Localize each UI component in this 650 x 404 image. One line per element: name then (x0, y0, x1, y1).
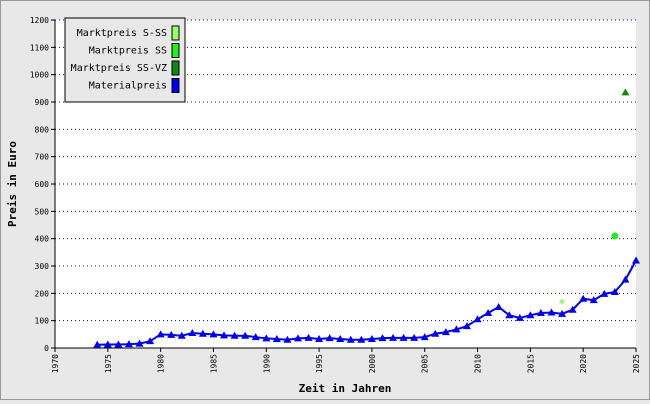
point (167, 330, 176, 338)
point (632, 256, 640, 264)
point (484, 309, 493, 317)
x-tick-label: 2015 (526, 354, 535, 373)
point (621, 275, 630, 283)
point (473, 315, 482, 323)
legend-swatch (171, 60, 180, 76)
x-tick-label: 2025 (632, 354, 641, 373)
point (272, 334, 281, 342)
point (103, 340, 112, 348)
point (568, 305, 577, 313)
series-line (97, 260, 637, 346)
point (220, 331, 229, 339)
y-tick-label: 1000 (30, 71, 49, 80)
legend-box (64, 17, 186, 103)
point (315, 334, 324, 342)
point (515, 313, 524, 321)
point (389, 333, 398, 341)
point (251, 333, 260, 341)
x-tick-label: 1990 (262, 354, 271, 373)
y-tick-label: 0 (44, 344, 49, 353)
point (505, 311, 514, 319)
x-tick-label: 1975 (104, 354, 113, 373)
point (410, 333, 419, 341)
point (462, 322, 471, 330)
point (188, 328, 197, 336)
point (431, 329, 440, 337)
legend-swatch (171, 43, 180, 58)
point (146, 337, 155, 345)
y-tick-label: 600 (35, 180, 50, 189)
y-tick-label: 100 (35, 317, 50, 326)
point (114, 340, 123, 348)
point (610, 287, 619, 295)
point (611, 232, 619, 240)
x-axis-title: Zeit in Jahren (299, 382, 392, 395)
point (177, 331, 186, 339)
point (304, 333, 313, 341)
point (589, 296, 598, 304)
point (262, 334, 271, 342)
y-tick-label: 1100 (30, 43, 49, 52)
point (156, 330, 165, 338)
point (93, 340, 102, 348)
legend-label: Marktpreis SS (89, 46, 167, 57)
point (420, 333, 429, 341)
y-tick-label: 700 (35, 153, 50, 162)
point (536, 309, 545, 317)
point (378, 334, 387, 342)
point (230, 331, 239, 339)
point (357, 335, 366, 343)
y-tick-label: 1200 (30, 16, 49, 25)
point (579, 294, 588, 302)
y-tick-label: 800 (35, 125, 50, 134)
legend-label: Marktpreis SS-VZ (71, 63, 167, 74)
point (283, 335, 292, 343)
x-tick-label: 1995 (315, 354, 324, 373)
point (526, 311, 535, 319)
y-tick-label: 400 (35, 235, 50, 244)
point (494, 303, 503, 310)
legend: Marktpreis S-SS Marktpreis SS Marktpreis S… (64, 17, 186, 103)
x-tick-label: 2020 (579, 354, 588, 373)
point (346, 335, 355, 343)
x-tick-label: 1970 (51, 354, 60, 373)
point (399, 333, 408, 341)
x-tick-label: 2010 (474, 354, 483, 373)
point (336, 334, 345, 342)
x-tick-label: 2005 (421, 354, 430, 373)
y-tick-label: 300 (35, 262, 50, 271)
x-tick-label: 2000 (368, 354, 377, 373)
point (124, 340, 133, 348)
legend-swatch (171, 78, 180, 93)
point (209, 330, 218, 338)
x-tick-label: 1985 (209, 354, 218, 373)
point (621, 88, 630, 96)
legend-label: Materialpreis (89, 81, 167, 92)
x-tick-label: 1980 (157, 354, 166, 373)
point (600, 289, 609, 297)
legend-label: Marktpreis S-SS (77, 28, 167, 39)
point (558, 309, 567, 317)
y-axis-title: Preis in Euro (6, 141, 19, 227)
y-tick-label: 900 (35, 98, 50, 107)
point (198, 329, 207, 337)
point (241, 331, 250, 339)
y-tick-label: 200 (35, 289, 50, 298)
point (452, 325, 461, 333)
legend-swatch (171, 25, 180, 41)
point (441, 328, 450, 336)
point (135, 339, 144, 347)
point (367, 334, 376, 342)
point (559, 298, 566, 305)
point (293, 334, 302, 342)
point (325, 334, 334, 342)
y-tick-label: 500 (35, 207, 50, 216)
point (547, 308, 556, 316)
